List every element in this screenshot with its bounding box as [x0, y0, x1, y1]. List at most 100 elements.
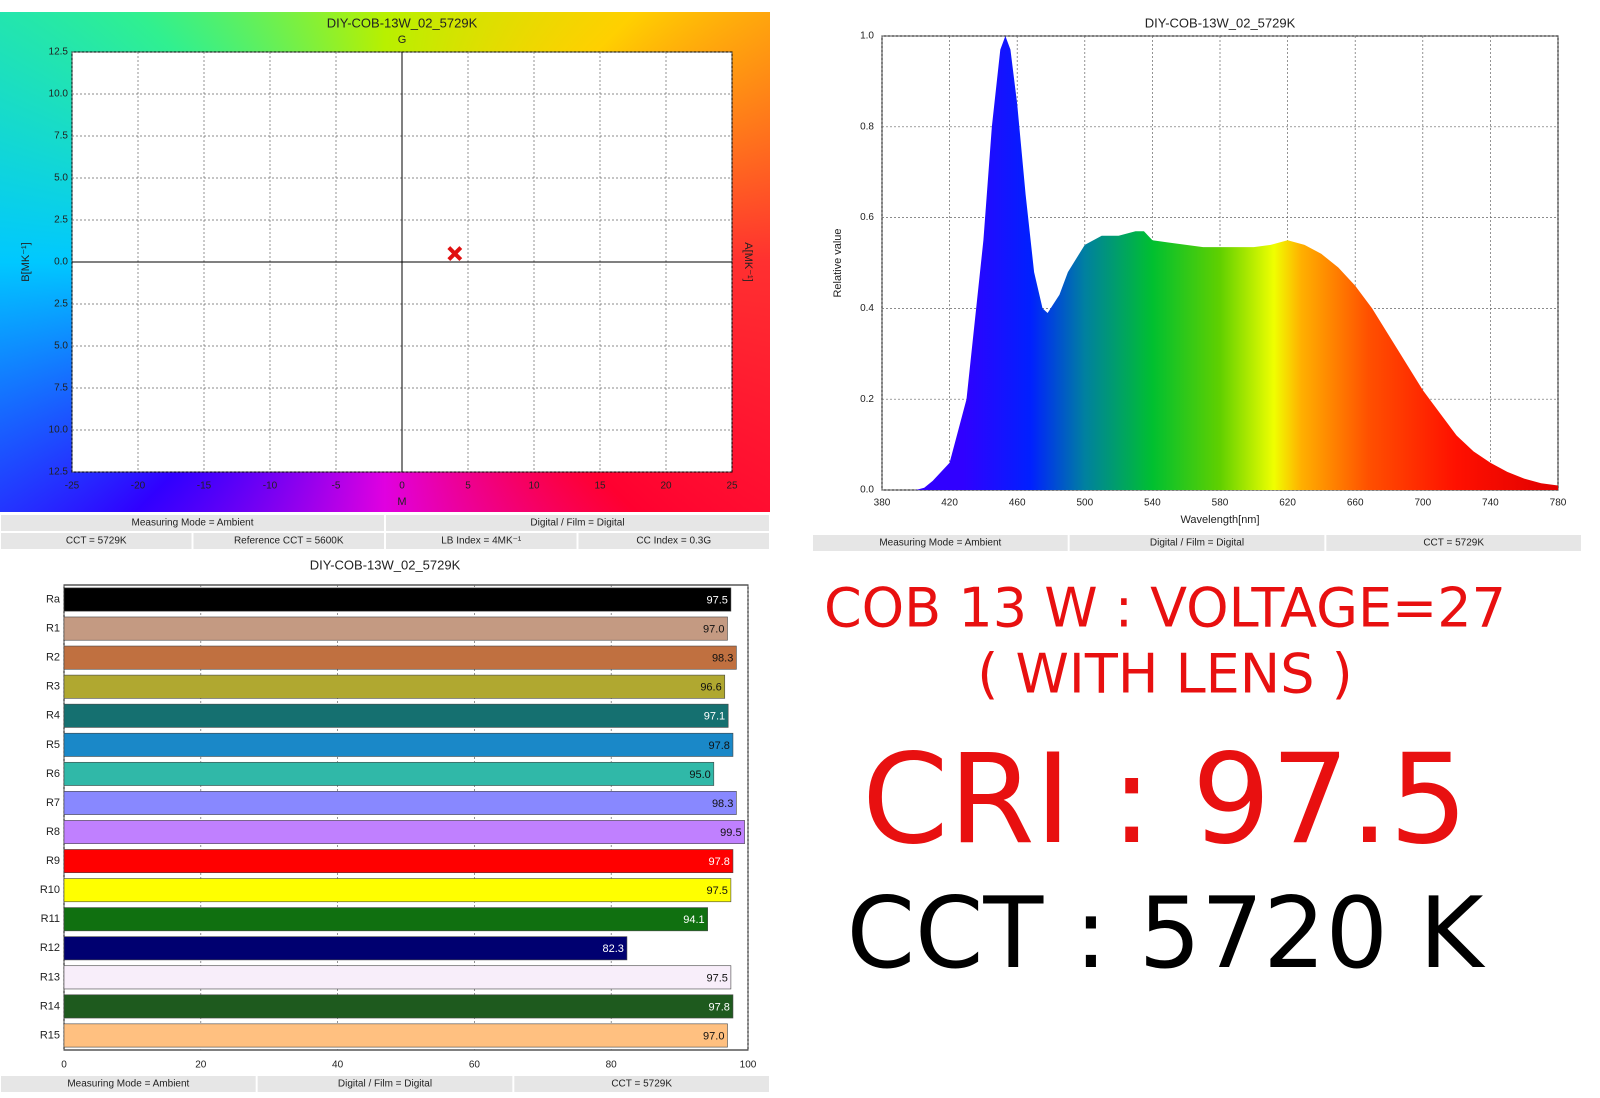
y-tick-label: 10.0 — [49, 425, 69, 436]
y-tick-label: 5.0 — [54, 341, 68, 352]
y-tick-label: 0.4 — [860, 303, 874, 314]
category-label: R7 — [46, 797, 60, 809]
y-tick-label: 0.2 — [860, 394, 874, 405]
category-label: R12 — [40, 942, 60, 954]
x-tick-label: 80 — [606, 1060, 618, 1071]
value-label: 97.8 — [709, 1001, 730, 1013]
footer-cell — [1069, 535, 1325, 551]
y-tick-label: 2.5 — [54, 215, 68, 226]
x-tick-label: 780 — [1550, 498, 1567, 509]
value-label: 97.1 — [704, 711, 725, 723]
x-tick-label: 100 — [740, 1060, 757, 1071]
category-label: R15 — [40, 1029, 60, 1041]
x-tick-label: 620 — [1279, 498, 1296, 509]
x-tick-label: 500 — [1076, 498, 1093, 509]
value-label: 99.5 — [720, 827, 741, 839]
footer-cell — [386, 515, 769, 531]
y-tick-label: 12.5 — [49, 47, 69, 58]
category-label: R6 — [46, 768, 60, 780]
x-tick-label: -5 — [332, 481, 341, 492]
y-tick-label: 0.0 — [860, 485, 874, 496]
x-tick-label: 40 — [332, 1060, 344, 1071]
footer-text: Digital / Film = Digital — [338, 1079, 432, 1090]
bar — [63, 791, 737, 815]
value-label: 95.0 — [689, 769, 710, 781]
x-tick-label: 20 — [195, 1060, 207, 1071]
x-tick-label: 740 — [1482, 498, 1499, 509]
value-label: 97.8 — [709, 740, 730, 752]
value-label: 97.8 — [709, 856, 730, 868]
footer-cell — [1326, 535, 1581, 551]
x-tick-label: 540 — [1144, 498, 1161, 509]
footer-text: LB Index = 4MK⁻¹ — [441, 536, 522, 547]
x-tick-label: 700 — [1414, 498, 1431, 509]
value-label: 97.5 — [706, 972, 727, 984]
x-tick-label: 25 — [726, 481, 738, 492]
bar — [63, 849, 734, 874]
headline-line2: ( WITH LENS ) — [977, 643, 1352, 706]
value-label: 97.0 — [703, 1030, 724, 1042]
y-tick-label: 2.5 — [54, 299, 68, 310]
value-label: 97.5 — [706, 594, 727, 606]
footer-text: Measuring Mode = Ambient — [67, 1079, 189, 1090]
x-tick-label: 380 — [874, 498, 891, 509]
x-axis-label: Wavelength[nm] — [1180, 514, 1259, 526]
y-tick-label: 0.8 — [860, 121, 874, 132]
bar — [63, 703, 729, 728]
footer-cell — [257, 1076, 513, 1092]
bar — [63, 965, 732, 990]
y-tick-label: 0.0 — [54, 257, 68, 268]
chart-title: DIY-COB-13W_02_5729K — [327, 15, 478, 30]
x-tick-label: 0 — [61, 1060, 67, 1071]
y-tick-label: 12.5 — [49, 467, 69, 478]
bar — [63, 645, 737, 670]
footer-cell — [514, 1076, 769, 1092]
cri-headline: CRI : 97.5 — [862, 728, 1468, 872]
bar — [63, 587, 732, 612]
x-tick-label: 420 — [941, 498, 958, 509]
y-tick-label: 7.5 — [54, 383, 68, 394]
category-label: R8 — [46, 826, 60, 838]
y2-axis-label: A[MK⁻¹] — [742, 242, 754, 281]
y-tick-label: 1.0 — [860, 31, 874, 42]
x-tick-label: 0 — [399, 481, 405, 492]
footer-text: Measuring Mode = Ambient — [879, 538, 1001, 549]
footer-text: CC Index = 0.3G — [636, 536, 711, 547]
value-label: 96.6 — [700, 682, 721, 694]
footer-cell — [1, 1076, 256, 1092]
bar — [63, 936, 628, 961]
category-label: R13 — [40, 971, 60, 983]
bar — [63, 1023, 728, 1048]
category-label: Ra — [46, 593, 61, 605]
top-label: G — [398, 34, 407, 46]
x-tick-label: -20 — [131, 481, 146, 492]
x-tick-label: -15 — [197, 481, 212, 492]
category-label: R14 — [40, 1000, 60, 1012]
footer-text: Measuring Mode = Ambient — [131, 518, 253, 529]
category-label: R5 — [46, 739, 60, 751]
value-label: 82.3 — [603, 943, 624, 955]
spectrum-area — [882, 36, 1558, 490]
category-label: R2 — [46, 652, 60, 664]
category-label: R3 — [46, 681, 60, 693]
category-label: R4 — [46, 710, 60, 722]
x-tick-label: 5 — [465, 481, 471, 492]
bar — [63, 761, 715, 786]
y-axis-label: Relative value — [832, 228, 844, 297]
footer-cell — [193, 533, 384, 549]
category-label: R11 — [41, 913, 60, 925]
bar — [63, 674, 726, 699]
x-tick-label: -10 — [263, 481, 278, 492]
value-label: 97.5 — [706, 885, 727, 897]
footer-text: Digital / Film = Digital — [530, 518, 624, 529]
y-tick-label: 5.0 — [54, 173, 68, 184]
value-label: 98.3 — [712, 798, 733, 810]
x-tick-label: 10 — [528, 481, 540, 492]
footer-text: CCT = 5729K — [611, 1079, 672, 1090]
point-marker — [447, 246, 463, 262]
chart-title: DIY-COB-13W_02_5729K — [1145, 15, 1296, 30]
bar — [63, 732, 734, 757]
footer-text: Digital / Film = Digital — [1150, 538, 1244, 549]
chart-title: DIY-COB-13W_02_5729K — [310, 557, 461, 572]
